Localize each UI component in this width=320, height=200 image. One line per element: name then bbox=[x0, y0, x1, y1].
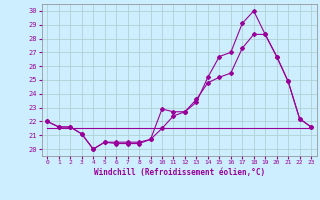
X-axis label: Windchill (Refroidissement éolien,°C): Windchill (Refroidissement éolien,°C) bbox=[94, 168, 265, 177]
